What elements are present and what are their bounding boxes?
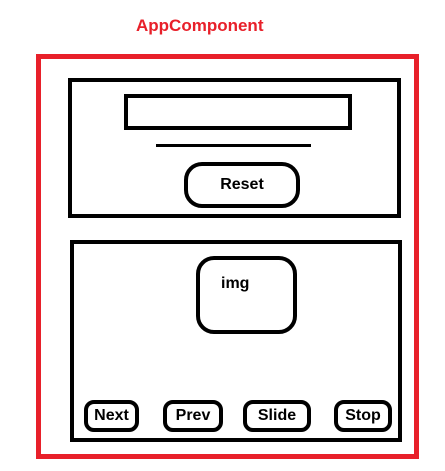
slide-button[interactable]: Slide: [243, 400, 311, 432]
app-component-frame: [36, 54, 419, 459]
reset-button[interactable]: Reset: [184, 162, 300, 208]
image-placeholder-label: img: [221, 275, 250, 292]
app-component-title: AppComponent: [136, 16, 264, 35]
text-input-box[interactable]: [124, 94, 352, 130]
stop-button[interactable]: Stop: [334, 400, 392, 432]
underline-divider: [156, 144, 311, 147]
prev-button[interactable]: Prev: [163, 400, 223, 432]
next-button[interactable]: Next: [84, 400, 139, 432]
image-placeholder: img: [196, 256, 297, 334]
